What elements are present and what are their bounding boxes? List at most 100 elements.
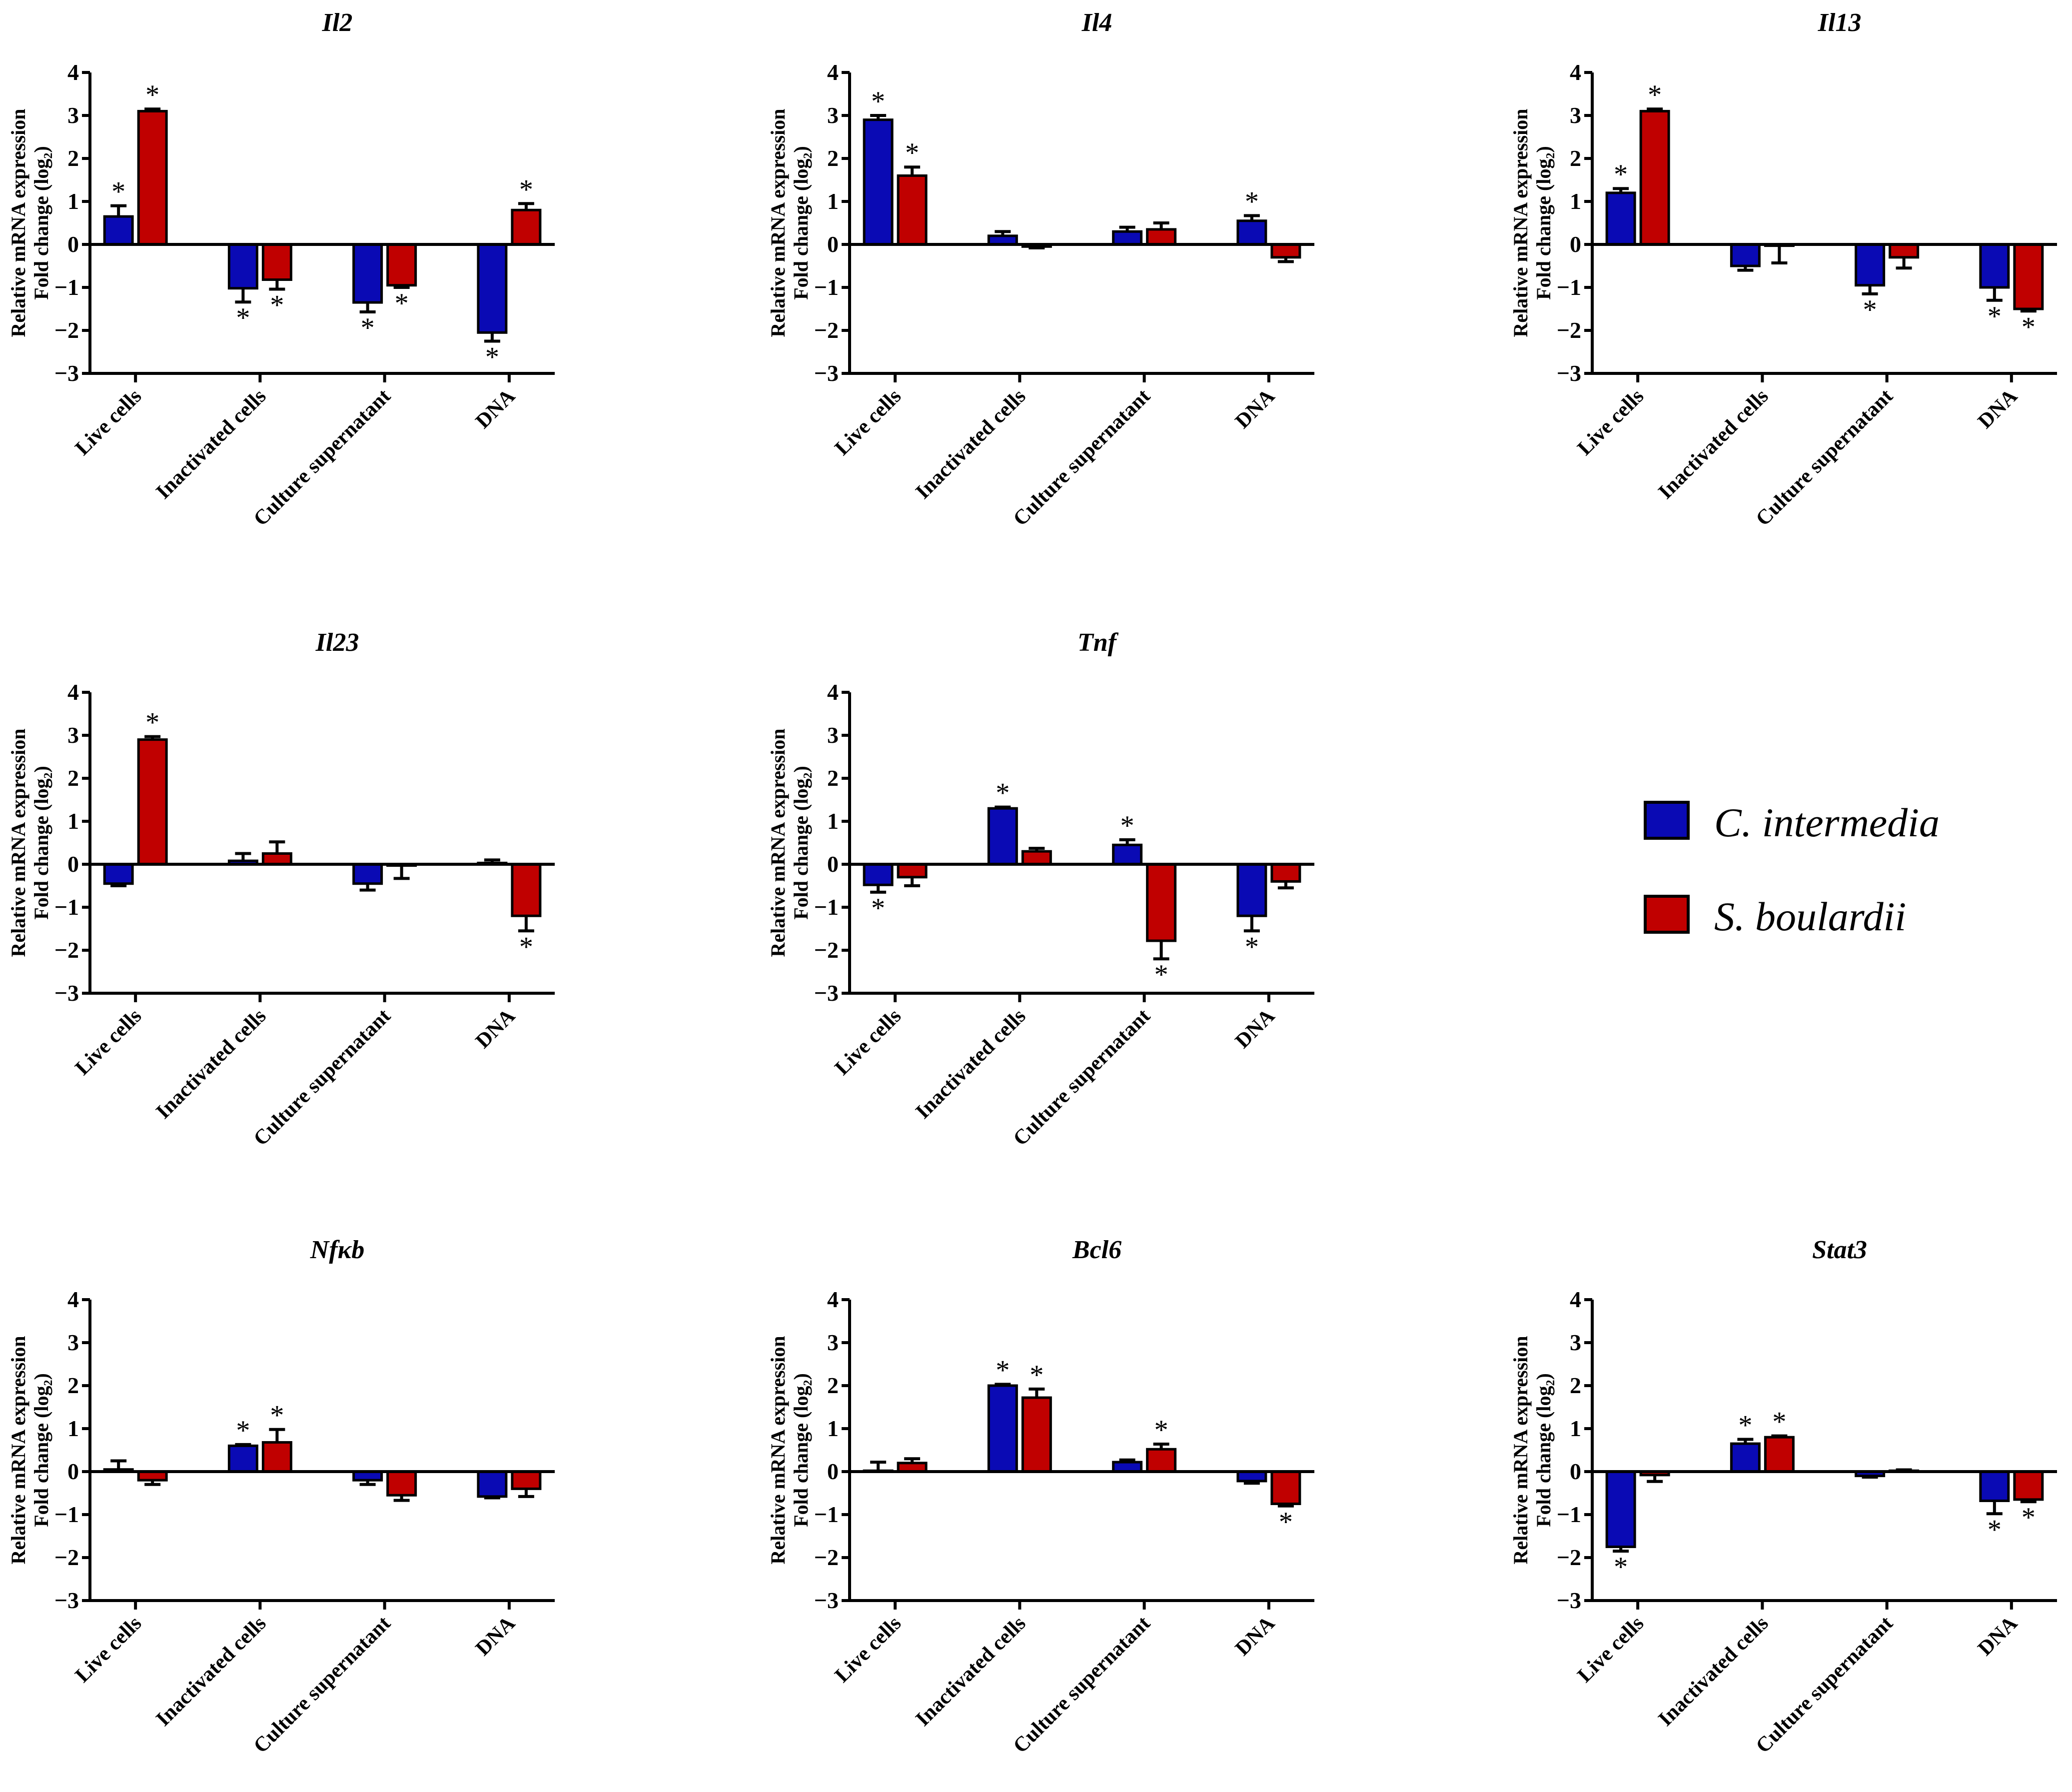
y-tick-label: −3 bbox=[54, 1588, 79, 1613]
y-tick-label: 1 bbox=[1570, 188, 1581, 214]
y-tick-label: 4 bbox=[1570, 59, 1581, 85]
x-tick-label: Inactivated cells bbox=[912, 385, 1031, 504]
y-axis-label-line1: Relative mRNA expression bbox=[1509, 1336, 1532, 1565]
y-tick-label: 3 bbox=[1570, 102, 1581, 128]
y-tick-label: 3 bbox=[827, 102, 839, 128]
x-tick-label: Culture supernatant bbox=[249, 1005, 395, 1151]
significance-marker: * bbox=[905, 137, 919, 168]
y-tick-label: −2 bbox=[814, 317, 839, 343]
x-tick-label: Live cells bbox=[831, 385, 906, 460]
y-axis-label-line1: Relative mRNA expression bbox=[1509, 109, 1532, 337]
bar-c-intermedia bbox=[227, 243, 258, 290]
bar-s-boulardii bbox=[1270, 1470, 1301, 1505]
bar-c-intermedia bbox=[1112, 230, 1143, 246]
significance-marker: * bbox=[1120, 810, 1134, 841]
y-axis-label-line1: Relative mRNA expression bbox=[767, 729, 789, 957]
bar-c-intermedia bbox=[103, 863, 134, 885]
y-tick-label: 2 bbox=[67, 145, 79, 171]
significance-marker: * bbox=[1648, 79, 1662, 110]
y-axis-label: Relative mRNA expression Fold change (log… bbox=[767, 1336, 812, 1565]
y-tick-label: 2 bbox=[1570, 145, 1581, 171]
y-tick-label: 4 bbox=[827, 1287, 839, 1312]
significance-marker: * bbox=[519, 931, 533, 962]
panel-title: Stat3 bbox=[1812, 1236, 1867, 1264]
y-tick-label: 2 bbox=[827, 1373, 839, 1398]
bar-c-intermedia bbox=[863, 118, 894, 246]
significance-marker: * bbox=[236, 302, 250, 333]
bar-c-intermedia bbox=[1236, 219, 1267, 246]
bar-s-boulardii bbox=[1270, 863, 1301, 883]
panel-title: Il2 bbox=[322, 8, 353, 37]
x-tick-label: Inactivated cells bbox=[152, 385, 271, 504]
bar-s-boulardii bbox=[386, 1470, 417, 1497]
significance-marker: * bbox=[1772, 1407, 1786, 1438]
y-tick-label: −3 bbox=[814, 360, 839, 386]
y-tick-label: −2 bbox=[814, 1545, 839, 1570]
x-tick-label: Live cells bbox=[831, 1612, 906, 1687]
significance-marker: * bbox=[1154, 959, 1168, 990]
x-tick-label: Culture supernatant bbox=[1752, 385, 1898, 531]
panel-title: Il13 bbox=[1818, 8, 1862, 37]
bar-c-intermedia bbox=[1979, 243, 2010, 289]
bar-s-boulardii bbox=[511, 1470, 542, 1490]
y-tick-label: −1 bbox=[54, 274, 79, 300]
x-tick-label: Culture supernatant bbox=[1009, 385, 1155, 531]
y-axis-label: Relative mRNA expression Fold change (log… bbox=[1509, 1336, 1555, 1565]
y-tick-label: 3 bbox=[67, 1330, 79, 1355]
y-axis-label: Relative mRNA expression Fold change (log… bbox=[1509, 109, 1555, 337]
y-tick-label: −2 bbox=[814, 937, 839, 963]
y-axis-label: Relative mRNA expression Fold change (log… bbox=[7, 729, 52, 957]
panel-title: Nfκb bbox=[310, 1236, 364, 1264]
y-tick-label: −2 bbox=[54, 937, 79, 963]
y-tick-label: −1 bbox=[814, 1502, 839, 1527]
y-tick-label: 0 bbox=[827, 851, 839, 877]
bar-s-boulardii bbox=[897, 174, 928, 246]
significance-marker: * bbox=[111, 176, 125, 207]
y-tick-label: 0 bbox=[827, 1459, 839, 1484]
significance-marker: * bbox=[2022, 311, 2036, 342]
significance-marker: * bbox=[2022, 1502, 2036, 1533]
y-tick-label: 4 bbox=[67, 1287, 79, 1312]
y-tick-label: 1 bbox=[827, 188, 839, 214]
legend-label-c-intermedia: C. intermedia bbox=[1714, 800, 1940, 845]
x-tick-label: DNA bbox=[471, 384, 520, 433]
bar-c-intermedia bbox=[1979, 1470, 2010, 1502]
bar-s-boulardii bbox=[1021, 1396, 1052, 1473]
y-axis-label-line1: Relative mRNA expression bbox=[7, 109, 29, 337]
legend-swatch-c-intermedia bbox=[1644, 801, 1690, 840]
y-tick-label: 2 bbox=[67, 765, 79, 791]
bar-c-intermedia bbox=[1605, 1470, 1636, 1548]
bar-c-intermedia bbox=[1730, 243, 1761, 267]
x-tick-label: Inactivated cells bbox=[912, 1005, 1031, 1124]
x-tick-label: Inactivated cells bbox=[1654, 385, 1773, 504]
bar-s-boulardii bbox=[1146, 1448, 1177, 1473]
y-tick-label: 0 bbox=[1570, 1459, 1581, 1484]
y-tick-label: 1 bbox=[827, 808, 839, 834]
panel-il4: Il4 Relative mRNA expression Fold change (… bbox=[767, 8, 1314, 530]
y-tick-label: 0 bbox=[827, 231, 839, 257]
legend: C. intermedia S. boulardii bbox=[1644, 800, 1940, 939]
significance-marker: * bbox=[996, 778, 1010, 809]
panel-title: Tnf bbox=[1077, 628, 1119, 657]
x-tick-label: Inactivated cells bbox=[152, 1612, 271, 1731]
y-axis-label: Relative mRNA expression Fold change (log… bbox=[767, 729, 812, 957]
y-axis-label-line2: Fold change (log₂) bbox=[30, 1373, 52, 1527]
y-tick-label: 4 bbox=[67, 679, 79, 705]
y-tick-label: 3 bbox=[827, 1330, 839, 1355]
panel-il2: Il2 Relative mRNA expression Fold change (… bbox=[7, 8, 555, 530]
significance-marker: * bbox=[1988, 1514, 2002, 1545]
bar-s-boulardii bbox=[261, 852, 292, 866]
y-tick-label: −2 bbox=[1557, 317, 1581, 343]
y-tick-label: −1 bbox=[54, 894, 79, 920]
y-tick-label: 1 bbox=[67, 808, 79, 834]
y-tick-label: −3 bbox=[54, 980, 79, 1006]
y-tick-label: 4 bbox=[67, 59, 79, 85]
y-tick-label: −1 bbox=[1557, 1502, 1581, 1527]
y-tick-label: −2 bbox=[1557, 1545, 1581, 1570]
bar-s-boulardii bbox=[2013, 243, 2044, 310]
x-tick-label: DNA bbox=[1231, 1612, 1279, 1660]
y-tick-label: 1 bbox=[67, 188, 79, 214]
y-axis-label-line2: Fold change (log₂) bbox=[790, 1373, 812, 1527]
x-tick-label: Culture supernatant bbox=[1752, 1612, 1898, 1758]
